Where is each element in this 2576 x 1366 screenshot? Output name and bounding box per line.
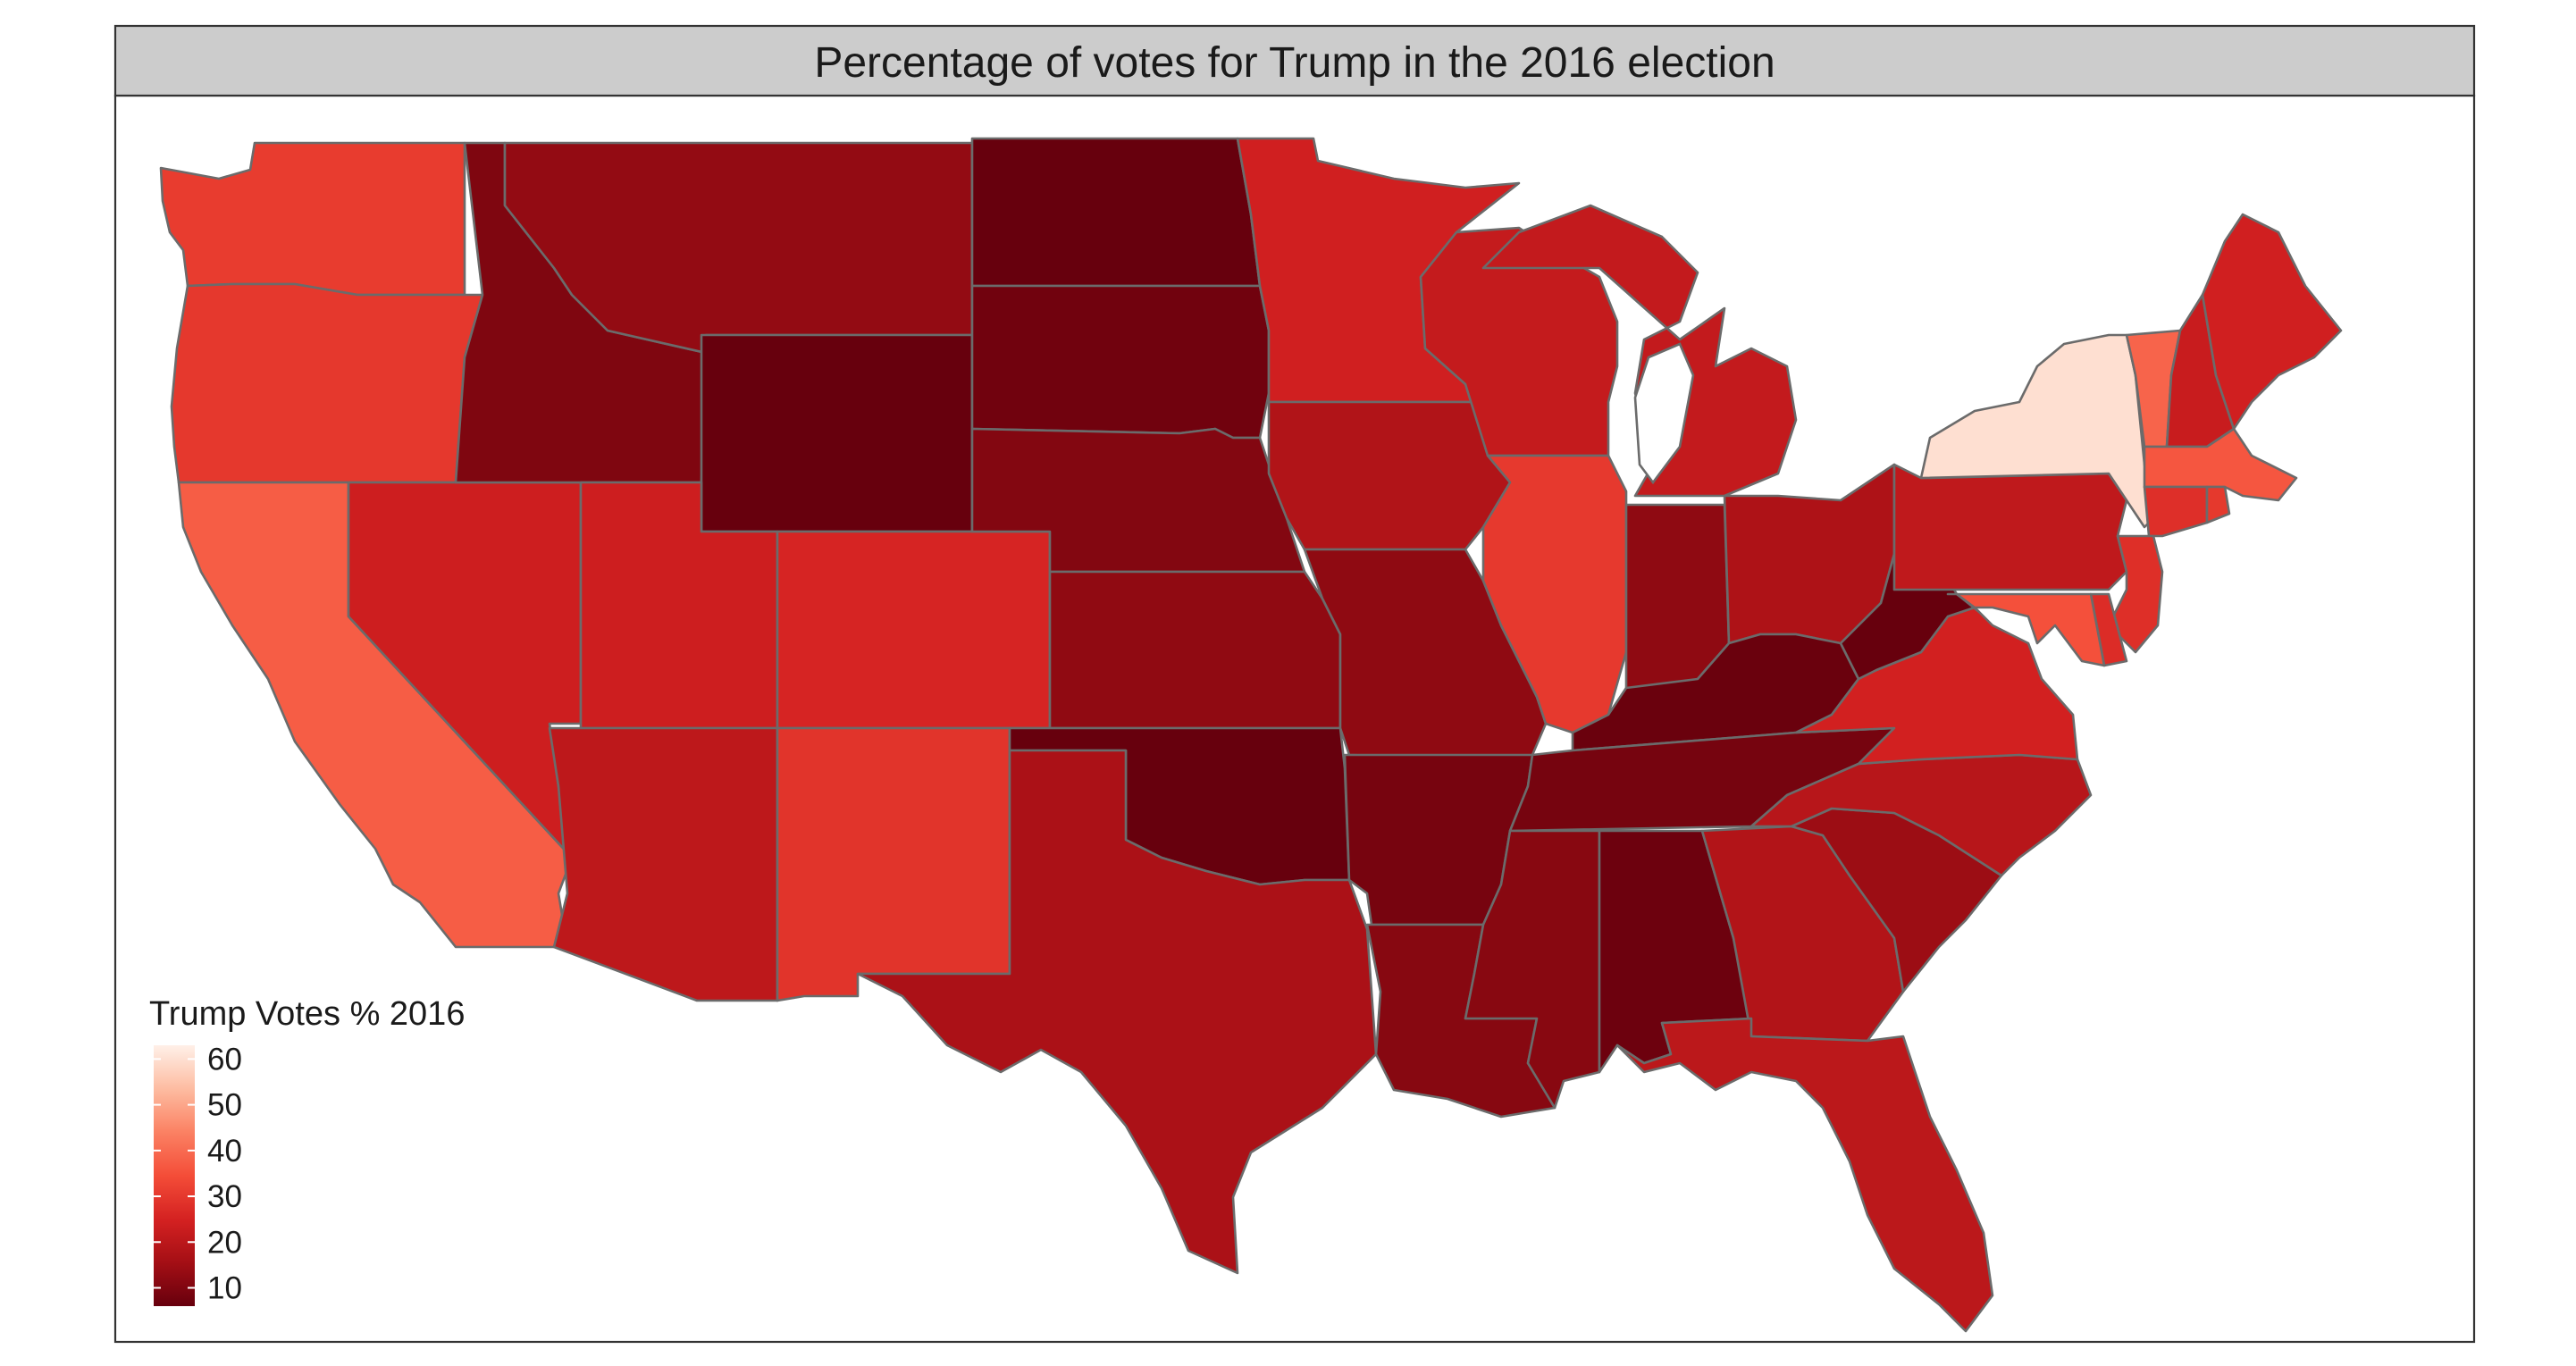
legend-tick-label: 10 [207, 1271, 242, 1306]
legend-ticks: 10 20 30 40 50 60 [154, 1042, 242, 1306]
state-NJ[interactable] [2107, 534, 2164, 654]
legend-tick-label: 20 [207, 1225, 242, 1260]
title-strip [113, 24, 2476, 97]
state-IA[interactable] [1267, 400, 1512, 551]
state-WI[interactable] [1419, 226, 1619, 457]
map-title: Percentage of votes for Trump in the 201… [814, 39, 1775, 87]
state-CT[interactable] [2143, 485, 2209, 538]
state-NM[interactable] [776, 726, 1011, 1002]
legend-tick-label: 40 [207, 1134, 242, 1169]
legend: Trump Votes % 2016 10 20 30 40 50 60 [149, 995, 465, 1306]
state-shapes [159, 137, 2343, 1333]
state-TX[interactable] [856, 749, 1378, 1275]
state-SD[interactable] [970, 284, 1271, 440]
state-RI[interactable] [2205, 485, 2231, 524]
state-OR[interactable] [170, 282, 484, 484]
legend-tick-label: 30 [207, 1179, 242, 1214]
state-MD[interactable] [1946, 592, 2106, 667]
state-KS[interactable] [1048, 570, 1342, 730]
state-FL[interactable] [1615, 1017, 1994, 1333]
legend-tick-label: 60 [207, 1042, 242, 1077]
state-WY[interactable] [700, 333, 974, 533]
state-ND[interactable] [970, 137, 1262, 288]
state-MI[interactable] [1481, 204, 1798, 498]
great-lakes [1633, 342, 1695, 485]
state-PA[interactable] [1892, 463, 2128, 591]
legend-colorbar [154, 1045, 195, 1306]
legend-title: Trump Votes % 2016 [149, 995, 465, 1033]
state-ME[interactable] [2201, 213, 2343, 431]
state-CO[interactable] [776, 530, 1052, 730]
legend-tick-label: 50 [207, 1088, 242, 1123]
